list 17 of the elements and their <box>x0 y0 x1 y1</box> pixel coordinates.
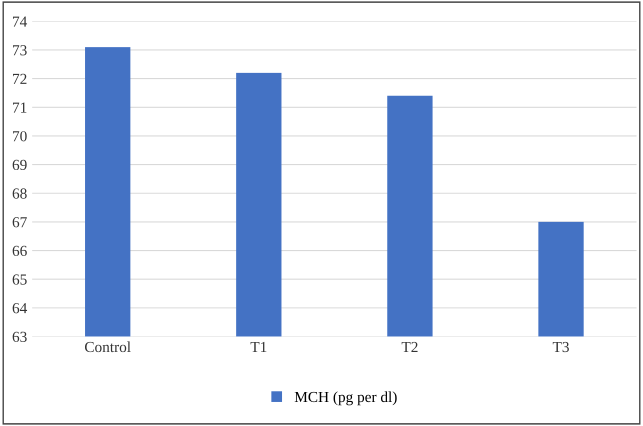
x-tick-label: T1 <box>250 342 266 352</box>
y-tick-label: 65 <box>12 274 27 285</box>
x-tick-label: Control <box>84 341 131 352</box>
y-tick-label: 73 <box>13 45 27 56</box>
y-tick-label: 66 <box>12 246 27 256</box>
y-tick-label: 68 <box>12 188 27 199</box>
y-tick-label: 70 <box>13 131 27 142</box>
legend-label: MCH (pg per dl) <box>294 391 397 406</box>
x-tick-label: T3 <box>552 342 569 352</box>
y-tick-label: 63 <box>12 332 27 342</box>
y-tick-label: 74 <box>13 16 28 27</box>
x-tick-label: T2 <box>402 342 418 352</box>
y-tick-label: 64 <box>12 303 28 314</box>
y-tick-label: 72 <box>13 74 26 84</box>
y-tick-label: 69 <box>12 160 27 170</box>
y-tick-label: 67 <box>12 217 27 228</box>
y-tick-label: 71 <box>13 102 26 113</box>
